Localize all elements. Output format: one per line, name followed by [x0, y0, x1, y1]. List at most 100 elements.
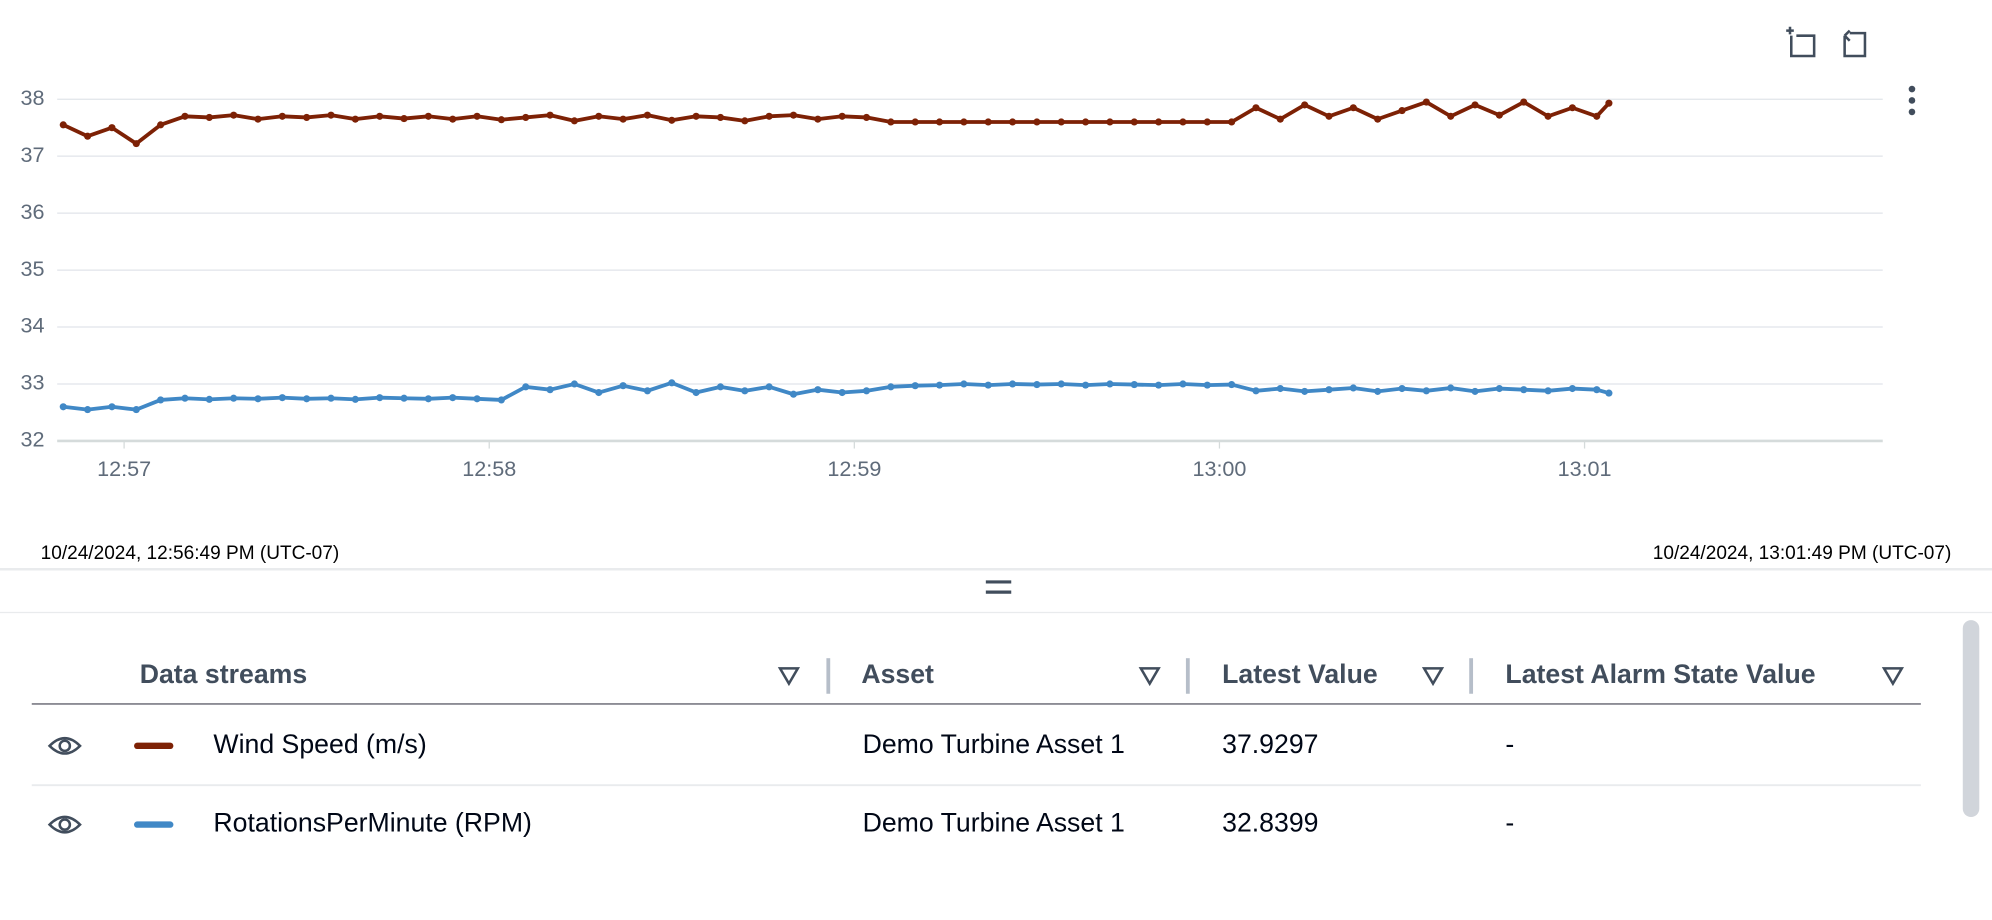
data-point	[497, 396, 505, 404]
data-point	[400, 115, 408, 123]
latest-value: 37.9297	[1222, 729, 1318, 759]
data-point	[1203, 381, 1211, 389]
data-point	[449, 394, 457, 402]
data-point	[424, 112, 432, 120]
data-point	[1374, 387, 1382, 395]
data-point	[668, 379, 676, 387]
data-point	[59, 121, 67, 129]
data-point	[595, 112, 603, 120]
range-end: 10/24/2024, 13:01:49 PM (UTC-07)	[1653, 543, 1952, 564]
data-point	[935, 381, 944, 389]
data-point	[1495, 384, 1503, 393]
data-point	[716, 383, 725, 391]
data-point	[132, 140, 140, 148]
data-point	[668, 116, 676, 124]
data-point	[1228, 380, 1236, 389]
data-point	[741, 387, 749, 395]
reset-icon[interactable]	[1843, 29, 1867, 58]
data-point	[570, 380, 578, 388]
data-point	[1301, 387, 1309, 395]
asset-name: Demo Turbine Asset 1	[863, 729, 1125, 759]
alarm-state: -	[1505, 808, 1514, 838]
column-header[interactable]: Latest Value	[1222, 659, 1378, 689]
data-point	[1301, 101, 1309, 109]
data-point	[1520, 386, 1528, 394]
latest-value: 32.8399	[1222, 808, 1318, 838]
data-point	[230, 111, 238, 119]
data-point	[984, 118, 992, 126]
data-point	[1179, 380, 1187, 388]
column-header[interactable]: Asset	[861, 659, 934, 689]
y-tick-label: 38	[20, 85, 44, 110]
table: Data streams Asset Latest Value Latest A…	[31, 658, 1921, 838]
data-point	[1082, 118, 1090, 126]
data-point	[789, 390, 798, 398]
data-point	[789, 111, 798, 119]
data-point	[1252, 387, 1260, 395]
data-point	[1568, 384, 1576, 393]
data-point	[108, 124, 116, 132]
data-point	[205, 395, 213, 403]
data-point	[1106, 380, 1114, 388]
data-point	[497, 116, 505, 124]
visibility-toggle[interactable]	[47, 736, 82, 755]
data-point	[1155, 118, 1163, 126]
asset-name: Demo Turbine Asset 1	[863, 808, 1125, 838]
data-point	[1422, 387, 1430, 395]
data-point	[278, 112, 286, 120]
data-point	[960, 380, 968, 388]
data-point	[814, 115, 822, 123]
data-point	[157, 396, 165, 404]
data-point	[546, 111, 554, 119]
data-point	[1276, 115, 1284, 123]
data-point	[1008, 380, 1017, 388]
data-point	[84, 406, 92, 414]
data-point	[230, 394, 238, 402]
data-point	[814, 386, 822, 394]
data-point	[1605, 389, 1613, 397]
eye-pupil	[58, 818, 72, 831]
resize-handle[interactable]	[985, 580, 1012, 594]
data-point	[1106, 118, 1114, 126]
data-point	[1325, 112, 1333, 120]
data-point	[351, 115, 359, 123]
data-point	[327, 111, 335, 119]
data-point	[1276, 384, 1284, 393]
zoom-icon[interactable]	[1786, 26, 1816, 58]
data-point	[59, 403, 67, 411]
data-point	[911, 118, 919, 126]
data-point	[376, 112, 384, 120]
visibility-toggle[interactable]	[47, 815, 82, 834]
data-point	[935, 118, 944, 126]
data-point	[1568, 104, 1576, 112]
range-start: 10/24/2024, 12:56:49 PM (UTC-07)	[41, 543, 340, 564]
data-point	[181, 112, 189, 120]
data-point	[522, 383, 530, 391]
sort-icons[interactable]	[777, 667, 1905, 687]
data-point	[1008, 118, 1017, 126]
data-point	[595, 388, 603, 397]
data-point	[765, 383, 773, 391]
alarm-state: -	[1505, 729, 1514, 759]
column-header[interactable]: Data streams	[140, 659, 307, 689]
data-point	[1471, 101, 1479, 109]
data-point	[132, 406, 140, 414]
data-point	[862, 387, 871, 395]
y-tick-label: 35	[20, 256, 44, 281]
data-point	[108, 403, 116, 411]
x-tick-label: 13:01	[1558, 456, 1612, 481]
x-tick-label: 12:59	[827, 456, 881, 481]
data-point	[1605, 99, 1613, 107]
data-point	[911, 382, 919, 390]
data-point	[570, 117, 578, 125]
data-point	[619, 115, 627, 123]
data-point	[716, 113, 725, 121]
data-point	[1057, 118, 1065, 126]
data-point	[181, 394, 189, 402]
data-point	[1520, 98, 1528, 106]
data-point	[1033, 118, 1041, 126]
data-point	[254, 115, 262, 123]
scrollbar[interactable]	[1962, 620, 1980, 817]
menu-icon[interactable]	[1908, 85, 1916, 116]
column-header[interactable]: Latest Alarm State Value	[1505, 659, 1815, 689]
